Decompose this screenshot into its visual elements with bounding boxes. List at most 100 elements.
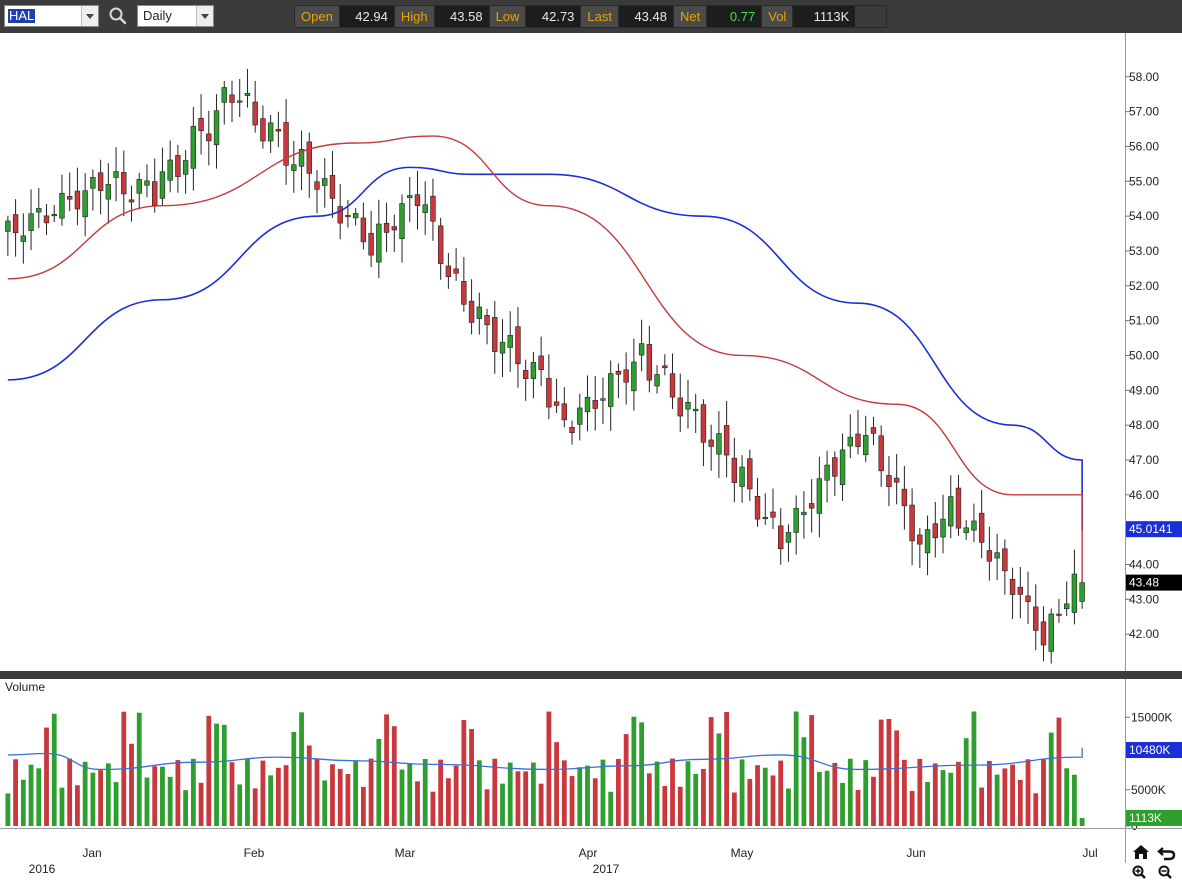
open-value: 42.94 (339, 6, 395, 27)
volume-bar (538, 783, 544, 826)
candle-body (515, 326, 521, 365)
volume-bar (1017, 779, 1023, 826)
volume-bar (1025, 759, 1031, 826)
volume-bar (330, 764, 335, 826)
volume-bar (515, 771, 521, 826)
candle-body (940, 518, 946, 538)
price-tick-label: 48.00 (1129, 418, 1159, 432)
candle-body (654, 374, 660, 387)
candle-body (368, 232, 374, 256)
volume-bar (646, 773, 652, 826)
candle-body (1048, 613, 1054, 652)
candle-body (839, 449, 846, 486)
candle-body (778, 525, 784, 550)
home-icon[interactable] (1133, 845, 1149, 859)
volume-bar (994, 774, 1000, 826)
candle-body (917, 534, 923, 545)
volume-bar (415, 781, 420, 826)
volume-bar (183, 790, 189, 826)
volume-bar (793, 711, 799, 826)
volume-bar (368, 758, 374, 826)
candle-body (159, 171, 166, 199)
volume-bar (1010, 764, 1015, 826)
candle-body (1002, 548, 1008, 572)
candle-body (430, 195, 436, 222)
candle-body (747, 458, 753, 490)
symbol-text[interactable]: HAL (8, 8, 36, 23)
candle-body (136, 179, 142, 194)
candle-body (600, 398, 606, 401)
price-badge (1126, 574, 1182, 591)
month-label: May (731, 846, 754, 860)
candle-body (51, 213, 57, 217)
candle-body (198, 117, 204, 132)
volume-bars-group[interactable] (5, 711, 1085, 826)
volume-bar (531, 762, 536, 826)
volume-bar (1033, 793, 1039, 826)
volume-bar (600, 759, 606, 826)
symbol-combobox[interactable]: HAL (4, 5, 99, 27)
candle-body (700, 404, 707, 443)
volume-tick-label: 15000K (1131, 710, 1172, 724)
candle-body (453, 268, 459, 274)
candle-body (74, 190, 81, 210)
candle-body (399, 203, 405, 240)
pane-divider[interactable] (0, 671, 1182, 679)
candle-body (1009, 578, 1016, 595)
volume-bar (708, 717, 714, 826)
candle-body (971, 520, 977, 531)
candle-body (584, 396, 591, 413)
high-value: 43.58 (434, 6, 490, 27)
volume-bar (59, 787, 65, 826)
time-axis-labels: Jan Feb Mar Apr May Jun Jul 2016 2017 (29, 846, 1098, 876)
price-badge-label: 45.0141 (1129, 522, 1173, 536)
volume-bar (677, 786, 683, 826)
candle-body (407, 195, 413, 198)
candle-body (623, 369, 629, 383)
search-icon[interactable] (108, 6, 128, 26)
candle-body (901, 488, 908, 507)
candle-body (298, 149, 305, 167)
symbol-dropdown-icon[interactable] (81, 6, 98, 26)
volume-bar (430, 791, 436, 826)
candle-body (121, 172, 127, 195)
volume-bar (314, 759, 320, 826)
volume-bar (453, 765, 459, 826)
volume-bar (840, 782, 845, 826)
candle-body (229, 94, 235, 103)
period-dropdown-icon[interactable] (196, 6, 213, 26)
zoom-out-icon[interactable] (1158, 865, 1172, 879)
candle-body (20, 235, 27, 242)
candle-body (244, 93, 251, 96)
chart-area[interactable]: 58.00 57.00 56.00 55.00 54.00 53.00 52.00 51.00… (0, 33, 1182, 883)
zoom-in-icon[interactable] (1132, 865, 1146, 879)
price-plot[interactable] (5, 68, 1085, 664)
ma-long-line (7, 166, 1083, 530)
candle-body (986, 550, 993, 562)
period-select[interactable]: Daily (137, 5, 214, 27)
chart-tools (1132, 845, 1176, 879)
price-tick-label: 44.00 (1129, 557, 1159, 571)
volume-bar (129, 743, 134, 826)
candle-body (824, 464, 830, 481)
volume-bar (569, 776, 575, 826)
volume-badge (1126, 742, 1182, 759)
volume-bar (608, 791, 614, 826)
candle-body (615, 370, 622, 375)
volume-bar (28, 764, 34, 826)
last-label: Last (581, 6, 619, 27)
volume-bar (422, 758, 428, 826)
candle-body (577, 407, 583, 425)
undo-icon[interactable] (1157, 847, 1176, 861)
volume-bar (963, 738, 969, 826)
candle-body (669, 373, 676, 398)
candle-body (1079, 582, 1085, 602)
candle-body (283, 122, 289, 166)
volume-bar (1048, 732, 1054, 826)
volume-bar (1041, 759, 1046, 826)
price-tick-label: 43.00 (1129, 592, 1159, 606)
candle-body (414, 194, 421, 206)
price-tick-label: 54.00 (1129, 209, 1159, 223)
volume-bar (221, 724, 227, 826)
volume-bar (855, 790, 861, 826)
